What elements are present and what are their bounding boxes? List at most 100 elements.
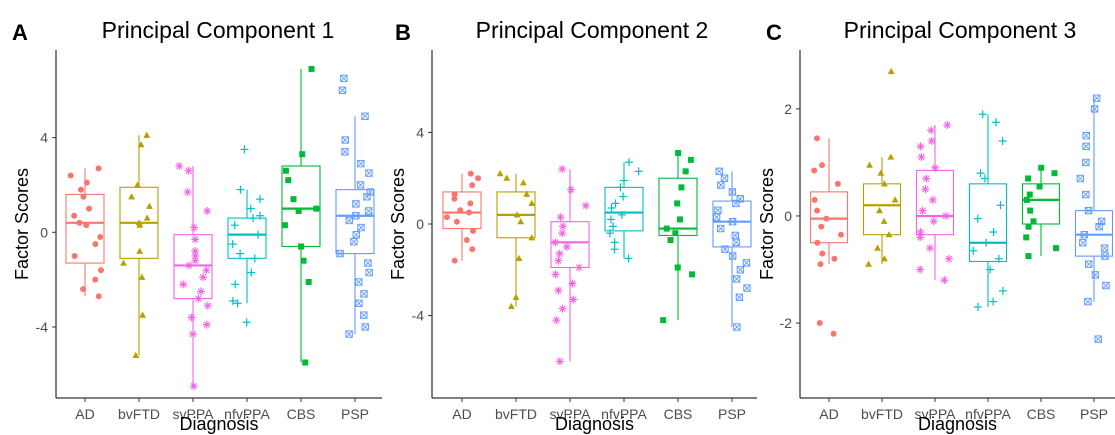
data-point-svPPA [199,273,207,281]
data-point-CBS [1027,208,1033,214]
x-tick-label: PSP [718,406,746,422]
x-tick-label: PSP [1080,406,1108,422]
data-point-nfvPPA [974,303,982,311]
data-point-svPPA [943,121,951,129]
data-point-AD [475,175,481,181]
panel-letter: B [395,20,411,45]
data-point-AD [76,220,82,226]
y-tick-label: 0 [416,216,424,232]
data-point-svPPA [203,321,211,329]
data-point-CBS [296,208,302,214]
data-point-svPPA [569,296,577,304]
data-point-PSP [1083,143,1089,149]
data-point-PSP [362,113,368,119]
data-point-svPPA [190,224,198,232]
data-point-AD [470,228,476,234]
data-point-CBS [300,258,306,264]
data-point-PSP [342,149,348,155]
data-point-bvFTD [134,181,141,187]
box-svPPA [916,121,953,284]
data-point-svPPA [563,243,571,251]
data-point-PSP [1091,106,1097,112]
data-point-CBS [1025,253,1031,259]
data-point-nfvPPA [986,266,994,274]
data-point-bvFTD [139,312,146,318]
data-point-svPPA [917,153,925,161]
data-point-CBS [675,150,681,156]
y-tick-label: -4 [412,308,425,324]
data-point-CBS [1025,175,1031,181]
y-tick-label: -4 [36,319,49,335]
data-point-AD [814,135,820,141]
data-point-AD [457,207,463,213]
data-point-AD [97,234,103,240]
data-point-bvFTD [513,294,520,300]
data-point-PSP [361,312,367,318]
x-tick-label: CBS [1027,406,1056,422]
data-point-nfvPPA [989,298,997,306]
data-point-svPPA [202,266,210,274]
data-point-nfvPPA [999,287,1007,295]
data-point-nfvPPA [247,269,255,277]
data-point-CBS [677,216,683,222]
data-point-PSP [718,182,724,188]
data-point-svPPA [556,250,564,258]
box-iqr [336,190,374,254]
data-point-PSP [1077,175,1083,181]
data-point-PSP [737,267,743,273]
data-point-PSP [339,87,345,93]
data-point-PSP [365,260,371,266]
box-AD [811,135,848,336]
box-nfvPPA [969,110,1007,311]
data-point-AD [78,187,84,193]
data-point-AD [812,197,818,203]
data-point-AD [838,232,844,238]
panel-letter: C [766,20,782,45]
data-point-nfvPPA [977,169,985,177]
data-point-PSP [356,279,362,285]
data-point-svPPA [582,202,590,210]
data-point-PSP [341,75,347,81]
data-point-CBS [285,177,291,183]
y-tick-label: -2 [780,315,793,331]
box-iqr [1023,184,1060,224]
data-point-svPPA [922,174,930,182]
data-point-svPPA [916,266,924,274]
box-AD [443,171,481,264]
data-point-CBS [306,279,312,285]
data-point-CBS [282,222,288,228]
data-point-nfvPPA [243,318,251,326]
data-point-PSP [716,168,722,174]
data-point-CBS [290,196,296,202]
data-point-PSP [729,253,735,259]
data-point-AD [817,261,823,267]
data-point-PSP [1092,272,1098,278]
data-point-svPPA [940,276,948,284]
data-point-svPPA [567,186,575,194]
data-point-PSP [366,269,372,275]
box-nfvPPA [228,145,266,326]
data-point-CBS [664,226,670,232]
data-point-svPPA [559,222,567,230]
data-point-svPPA [929,196,937,204]
x-tick-label: bvFTD [861,406,903,422]
data-point-PSP [361,291,367,297]
data-point-AD [818,224,824,230]
data-point-svPPA [552,316,560,324]
data-point-CBS [675,265,681,271]
data-point-AD [92,241,98,247]
data-point-CBS [1053,245,1059,251]
x-tick-label: CBS [287,406,316,422]
data-point-bvFTD [497,170,504,176]
data-point-CBS [668,237,674,243]
data-point-AD [98,267,104,273]
data-point-nfvPPA [979,110,987,118]
data-point-AD [823,216,829,222]
data-point-AD [96,293,102,299]
data-point-nfvPPA [992,118,1000,126]
data-point-PSP [1083,159,1089,165]
data-point-AD [469,246,475,252]
data-point-svPPA [916,233,924,241]
data-point-CBS [672,230,678,236]
data-point-svPPA [554,286,562,294]
